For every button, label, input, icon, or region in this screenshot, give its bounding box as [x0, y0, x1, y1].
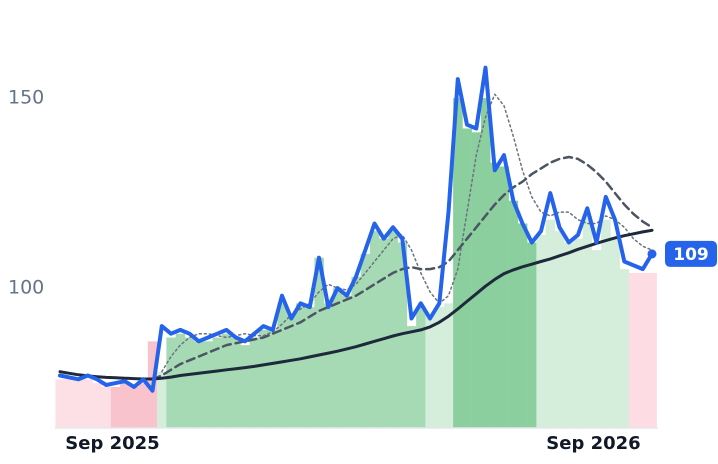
regime-bar: [138, 383, 149, 428]
regime-bar: [480, 98, 491, 428]
regime-bar: [268, 329, 278, 428]
regime-bar: [286, 314, 297, 428]
regime-bar: [527, 242, 537, 428]
regime-bar: [406, 326, 417, 428]
series-line: [58, 228, 654, 381]
regime-bar: [397, 242, 408, 428]
regime-bar: [240, 345, 250, 428]
regime-bar: [166, 337, 176, 428]
regime-bar: [129, 386, 139, 428]
regime-bar: [443, 303, 454, 428]
regime-bar: [73, 379, 84, 428]
regime-bar: [582, 215, 593, 428]
regime-bar: [101, 386, 112, 428]
regime-bar: [564, 242, 574, 428]
y-tick-label: 150: [8, 87, 44, 109]
regime-bar: [221, 333, 232, 428]
regime-bar: [277, 303, 287, 428]
regime-bar: [360, 253, 371, 428]
x-tick-label: Sep 2026: [546, 433, 640, 454]
last-value-badge: [665, 240, 717, 267]
regime-bar: [351, 276, 361, 428]
regime-bar: [55, 379, 65, 428]
regime-bar: [323, 303, 334, 428]
regime-bar: [499, 166, 509, 428]
last-point: [647, 249, 657, 259]
regime-bar: [231, 337, 241, 428]
regime-bar: [175, 333, 186, 428]
regime-bar: [92, 383, 102, 428]
regime-bar: [508, 200, 519, 428]
series-line: [58, 65, 654, 393]
regime-bar: [471, 132, 482, 428]
regime-bar: [342, 295, 352, 428]
regime-bar: [453, 98, 463, 428]
regime-bar: [601, 219, 611, 428]
regime-bar: [517, 223, 528, 428]
series-line: [151, 155, 654, 381]
regime-bar: [212, 337, 223, 428]
regime-bar: [369, 231, 380, 428]
regime-bar: [638, 272, 648, 428]
regime-bar: [619, 269, 630, 428]
regime-bar: [305, 307, 315, 428]
regime-bar: [258, 329, 269, 428]
regime-bar: [536, 234, 546, 428]
regime-bar: [416, 307, 426, 428]
regime-bar: [545, 219, 556, 428]
regime-bar: [249, 337, 260, 428]
regime-bar: [314, 257, 324, 428]
regime-bar: [157, 371, 167, 428]
regime-bar: [388, 231, 398, 428]
regime-bar: [434, 307, 445, 428]
regime-bar: [332, 288, 343, 428]
regime-bar: [462, 128, 472, 429]
regime-bar: [120, 383, 130, 428]
regime-bar: [591, 250, 602, 428]
last-value-label: 109: [673, 245, 709, 265]
regime-bar: [490, 162, 500, 428]
regime-bar: [554, 231, 565, 428]
regime-bar: [203, 341, 213, 428]
regime-bar: [379, 238, 389, 428]
y-tick-label: 100: [8, 277, 44, 299]
regime-bar: [83, 379, 93, 428]
regime-bar: [628, 272, 639, 428]
regime-bar: [573, 238, 583, 428]
regime-bar: [425, 314, 435, 428]
x-tick-label: Sep 2025: [65, 433, 159, 454]
regime-bar: [647, 272, 657, 428]
regime-bar: [184, 337, 195, 428]
regime-bar: [610, 238, 620, 428]
regime-bar: [110, 386, 121, 428]
regime-bar: [64, 379, 75, 428]
regime-bar: [295, 303, 306, 428]
series-line: [161, 93, 653, 373]
regime-bar: [194, 341, 204, 428]
